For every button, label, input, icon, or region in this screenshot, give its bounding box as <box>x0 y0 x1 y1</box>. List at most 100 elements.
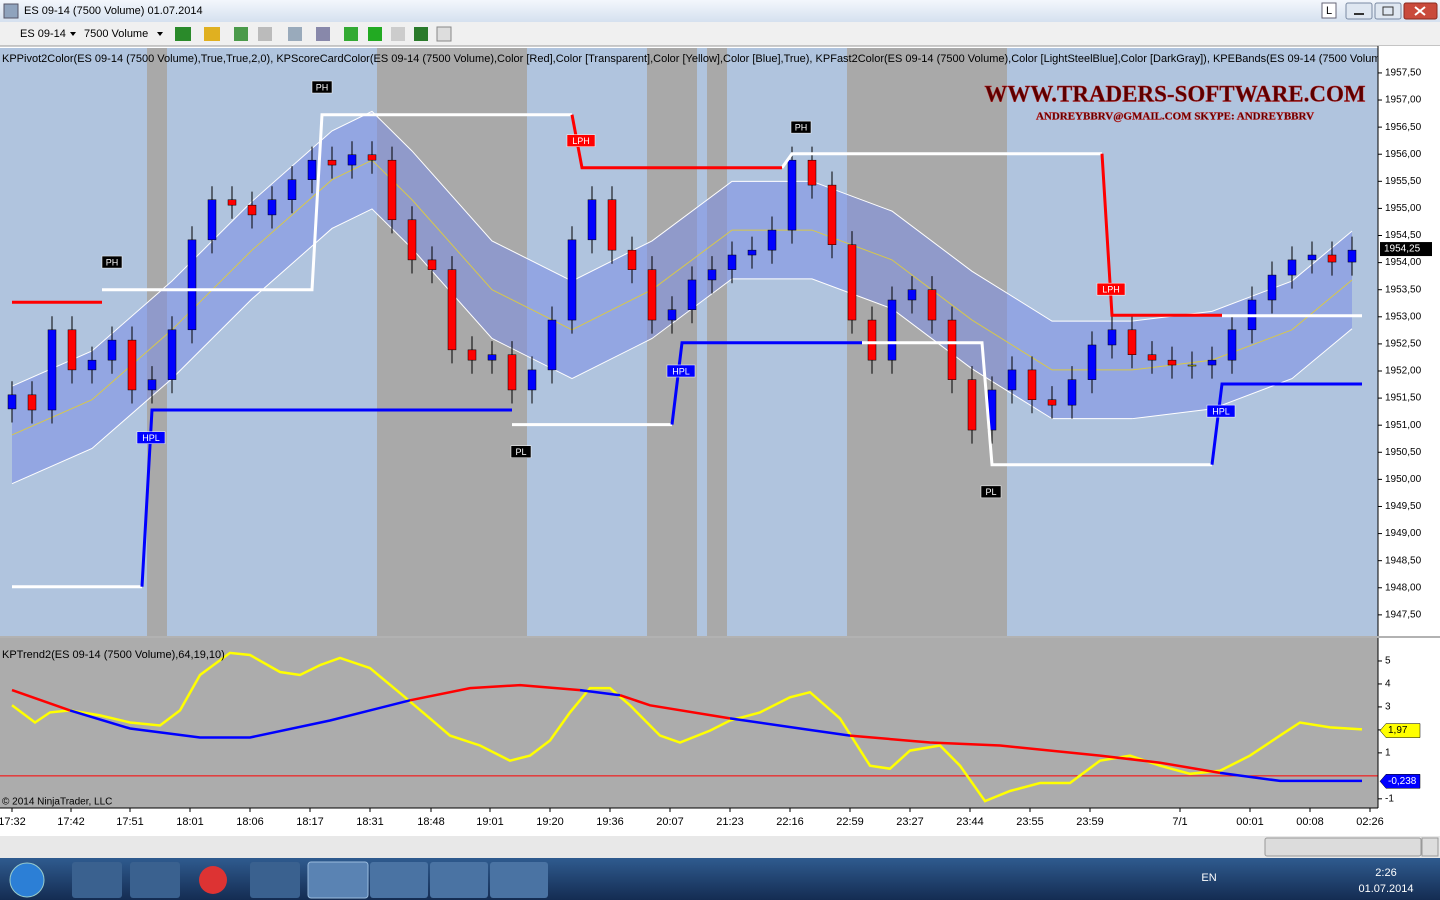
y-tick-label: 4 <box>1385 679 1391 690</box>
taskbar-app[interactable] <box>307 861 369 899</box>
candle-body <box>627 249 637 270</box>
taskbar-app[interactable] <box>250 862 300 898</box>
tool-icon[interactable] <box>368 27 382 41</box>
pivot-label-box <box>101 255 123 269</box>
pivot-label: PL <box>985 487 996 497</box>
taskbar-app[interactable] <box>430 862 488 898</box>
clock-time[interactable]: 2:26 <box>1375 867 1396 879</box>
candle-body <box>827 184 837 245</box>
candle-body <box>1127 329 1137 355</box>
pivot-label: PH <box>795 122 808 132</box>
pivot-label-box <box>790 120 812 134</box>
candle-body <box>407 219 417 261</box>
y-tick-label: 1954,50 <box>1385 230 1422 241</box>
y-tick-label: 1955,50 <box>1385 176 1422 187</box>
watermark: WWW.TRADERS-SOFTWARE.COM <box>984 81 1366 106</box>
pivot-label: PH <box>106 257 119 267</box>
clock-date[interactable]: 01.07.2014 <box>1358 883 1413 895</box>
tool-icon[interactable] <box>414 27 428 41</box>
y-tick-label: 3 <box>1385 702 1391 713</box>
trend-line <box>11 651 1363 803</box>
x-tick-label: 20:07 <box>656 816 684 828</box>
candle-body <box>1327 254 1337 263</box>
tool-icon[interactable] <box>391 27 405 41</box>
pivot-label-box <box>666 364 696 378</box>
tool-icon[interactable] <box>175 27 191 41</box>
candle-body <box>727 254 737 270</box>
candle-body <box>647 269 657 321</box>
y-tick-label: 1 <box>1385 748 1391 759</box>
candle-body <box>527 369 537 391</box>
y-tick-label: 1953,50 <box>1385 284 1422 295</box>
candle-body <box>1167 359 1177 366</box>
candle-body <box>1047 399 1057 406</box>
tool-icon[interactable] <box>436 26 452 42</box>
y-tick-label: 1948,50 <box>1385 555 1422 566</box>
taskbar-app[interactable] <box>199 866 227 894</box>
title-bar <box>0 0 1440 22</box>
pivot-label-box <box>1096 282 1126 296</box>
x-tick-label: 23:44 <box>956 816 984 828</box>
candle-body <box>507 354 517 391</box>
tool-icon[interactable] <box>258 27 272 41</box>
start-button[interactable] <box>9 862 45 898</box>
candle-body <box>347 154 357 166</box>
candle-body <box>1267 274 1277 301</box>
candle-body <box>447 269 457 351</box>
pivot-label-box <box>311 80 333 94</box>
candle-body <box>587 199 597 241</box>
minimize-button[interactable] <box>1345 2 1373 20</box>
candle-body <box>1007 369 1017 391</box>
candle-body <box>927 289 937 321</box>
x-tick-label: 18:06 <box>236 816 264 828</box>
instrument-select[interactable]: ES 09-14 <box>20 28 66 40</box>
taskbar-app[interactable] <box>130 862 180 898</box>
language[interactable]: EN <box>1201 872 1216 884</box>
restore-button[interactable] <box>1374 2 1402 20</box>
y-tick-label: 1949,00 <box>1385 528 1422 539</box>
taskbar-app[interactable] <box>490 862 548 898</box>
candle-body <box>1347 249 1357 263</box>
y-tick-label: 1950,50 <box>1385 447 1422 458</box>
candle-body <box>187 239 197 331</box>
candle-body <box>1147 354 1157 361</box>
pivot-label: PH <box>316 82 329 92</box>
pivot-line <box>12 113 1362 589</box>
close-icon <box>1414 6 1426 16</box>
x-tick-label: 18:31 <box>356 816 384 828</box>
tool-icon[interactable] <box>316 27 330 41</box>
band-area <box>12 111 1352 484</box>
indicator-header: KPTrend2(ES 09-14 (7500 Volume),64,19,10… <box>2 649 225 661</box>
candle-body <box>607 199 617 251</box>
price-panel: KPPivot2Color(ES 09-14 (7500 Volume),Tru… <box>0 46 1440 638</box>
candle-body <box>847 244 857 321</box>
y-tick-label: 1957,00 <box>1385 95 1422 106</box>
taskbar-app[interactable] <box>72 862 122 898</box>
candle-body <box>27 394 37 411</box>
candle-body <box>667 309 677 321</box>
y-tick-label: 1948,00 <box>1385 582 1422 593</box>
tool-icon[interactable] <box>288 27 302 41</box>
candle-body <box>367 154 377 161</box>
link-button-label: L <box>1326 5 1332 17</box>
link-button[interactable] <box>1321 2 1337 19</box>
x-tick-label: 22:59 <box>836 816 864 828</box>
candle-body <box>567 239 577 321</box>
x-tick-label: 17:42 <box>57 816 85 828</box>
scroll-button[interactable] <box>1421 837 1439 857</box>
last-value-box <box>1379 774 1421 789</box>
tool-icon[interactable] <box>234 27 248 41</box>
taskbar-app[interactable] <box>370 862 428 898</box>
candle-body <box>287 179 297 200</box>
y-tick-label: 1949,50 <box>1385 501 1422 512</box>
period-select[interactable]: 7500 Volume <box>84 28 148 40</box>
y-tick-label: 1957,50 <box>1385 68 1422 79</box>
tool-icon[interactable] <box>204 27 220 41</box>
scrollbar[interactable] <box>1264 837 1422 857</box>
x-tick-label: 23:59 <box>1076 816 1104 828</box>
x-tick-label: 00:08 <box>1296 816 1324 828</box>
scroll-area <box>0 836 1440 858</box>
pivot-label-box <box>136 431 166 444</box>
tool-icon[interactable] <box>344 27 358 41</box>
